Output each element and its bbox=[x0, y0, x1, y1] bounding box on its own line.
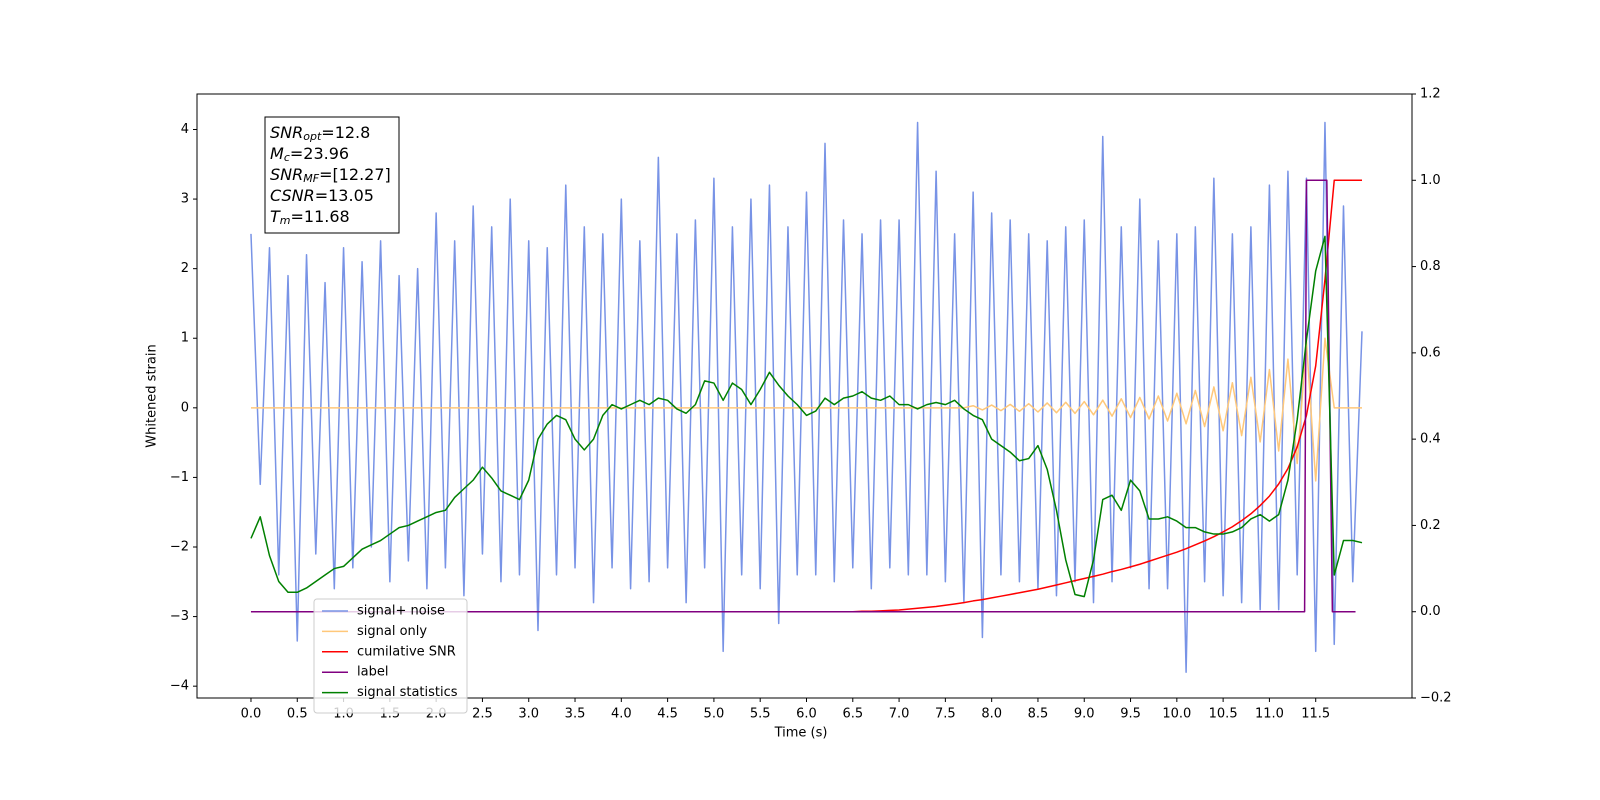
x-tick-label: 0.0 bbox=[241, 707, 262, 722]
annotation-value: =23.96 bbox=[290, 144, 349, 163]
y-tick-label: 1 bbox=[181, 331, 189, 346]
annotation-sub: MF bbox=[303, 172, 319, 185]
annotation: SNRopt=12.8Mc=23.96SNRMF=[12.27]CSNR=13.… bbox=[264, 116, 400, 234]
annotation-sub: m bbox=[280, 214, 291, 227]
x-tick-label: 10.0 bbox=[1162, 707, 1191, 722]
annotation-line: Mc=23.96 bbox=[270, 144, 349, 165]
annotation-name: M bbox=[270, 144, 284, 163]
x-tick-label: 0.5 bbox=[287, 707, 308, 722]
annotation-value: =11.68 bbox=[291, 207, 350, 226]
x-tick-label: 6.0 bbox=[796, 707, 817, 722]
annotation-line: CSNR=13.05 bbox=[270, 186, 374, 205]
annotation-value: =12.8 bbox=[321, 123, 370, 142]
y2-tick-label: 1.2 bbox=[1420, 87, 1441, 102]
annotation-line: SNRMF=[12.27] bbox=[270, 165, 391, 186]
annotation-line: Tm=11.68 bbox=[270, 207, 350, 228]
y2-tick-label: 1.0 bbox=[1420, 173, 1441, 188]
x-axis-label: Time (s) bbox=[774, 726, 828, 741]
y2-tick-label: −0.2 bbox=[1420, 691, 1452, 706]
x-tick-label: 5.0 bbox=[704, 707, 725, 722]
y-tick-label: −4 bbox=[170, 679, 189, 694]
legend: signal+ noise signal only cumilative SNR la… bbox=[313, 598, 468, 714]
plot-frame bbox=[196, 93, 1413, 699]
annotation-name: SNR bbox=[270, 165, 303, 184]
y-tick-label: −1 bbox=[170, 470, 189, 485]
annotation-name: CSNR bbox=[270, 186, 315, 205]
series-line bbox=[250, 179, 1356, 613]
y-tick-label: −3 bbox=[170, 609, 189, 624]
x-tick-label: 11.0 bbox=[1255, 707, 1284, 722]
series-line bbox=[250, 235, 1363, 598]
y-tick-label: 4 bbox=[181, 122, 189, 137]
annotation-sub: c bbox=[284, 151, 290, 164]
annotation-box bbox=[264, 116, 400, 234]
legend-label: cumilative SNR bbox=[357, 644, 456, 659]
annotation-value: =[12.27] bbox=[319, 165, 391, 184]
x-tick-label: 9.0 bbox=[1074, 707, 1095, 722]
x-tick-label: 7.0 bbox=[889, 707, 910, 722]
y2-tick-label: 0.0 bbox=[1420, 604, 1441, 619]
y-tick-label: 3 bbox=[181, 192, 189, 207]
x-tick-label: 4.5 bbox=[657, 707, 678, 722]
series-line bbox=[250, 121, 1363, 673]
x-tick-label: 11.5 bbox=[1301, 707, 1330, 722]
x-tick-label: 5.5 bbox=[750, 707, 771, 722]
x-tick-label: 7.5 bbox=[935, 707, 956, 722]
legend-label: signal+ noise bbox=[357, 604, 445, 619]
legend-label: label bbox=[357, 665, 388, 680]
legend-box bbox=[313, 598, 468, 714]
x-tick-label: 3.5 bbox=[565, 707, 586, 722]
x-tick-label: 9.5 bbox=[1120, 707, 1141, 722]
series-line bbox=[250, 337, 1362, 482]
y-tick-label: 0 bbox=[181, 400, 189, 415]
annotation-name: SNR bbox=[270, 123, 303, 142]
annotation-line: SNRopt=12.8 bbox=[270, 123, 370, 144]
y-tick-label: −2 bbox=[170, 540, 189, 555]
x-tick-label: 2.5 bbox=[472, 707, 493, 722]
y-tick-label: 2 bbox=[181, 261, 189, 276]
y2-tick-label: 0.2 bbox=[1420, 518, 1441, 533]
x-tick-label: 8.0 bbox=[981, 707, 1002, 722]
annotation-name: T bbox=[270, 207, 281, 226]
legend-label: signal statistics bbox=[357, 685, 458, 700]
x-tick-label: 8.5 bbox=[1028, 707, 1049, 722]
x-tick-label: 3.0 bbox=[518, 707, 539, 722]
legend-label: signal only bbox=[357, 624, 427, 639]
x-tick-label: 10.5 bbox=[1209, 707, 1238, 722]
y2-tick-label: 0.6 bbox=[1420, 345, 1441, 360]
y-axis-label: Whitened strain bbox=[145, 344, 160, 447]
x-tick-label: 4.0 bbox=[611, 707, 632, 722]
annotation-value: =13.05 bbox=[315, 186, 374, 205]
y2-tick-label: 0.4 bbox=[1420, 432, 1441, 447]
annotation-sub: opt bbox=[303, 130, 322, 143]
y2-tick-label: 0.8 bbox=[1420, 259, 1441, 274]
x-tick-label: 6.5 bbox=[842, 707, 863, 722]
